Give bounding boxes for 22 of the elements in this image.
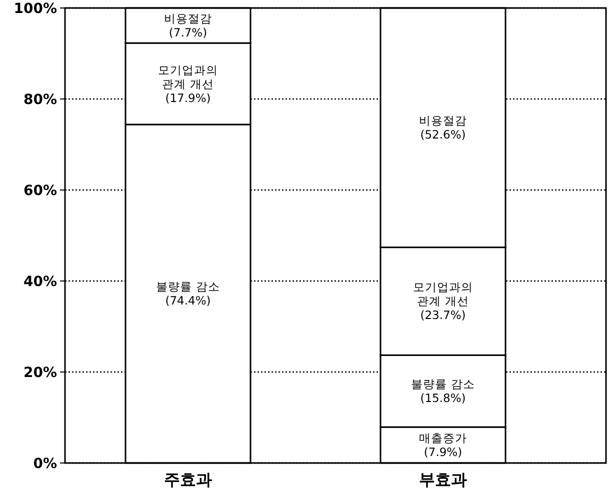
- data-label: (15.8%): [420, 391, 466, 406]
- data-label: (17.9%): [165, 90, 211, 105]
- x-tick-label: 주효과: [164, 470, 212, 489]
- series-label: 비용절감: [164, 12, 212, 26]
- y-tick-label: 40%: [23, 274, 57, 290]
- data-label: (74.4%): [165, 294, 211, 308]
- series-label: 불량률 감소: [411, 377, 475, 392]
- data-label: (7.9%): [424, 445, 462, 460]
- series-label: 모기업과의 관계 개선: [158, 62, 218, 91]
- y-tick-label: 0%: [33, 456, 57, 472]
- text: 모기업과의 관계 개선: [413, 280, 473, 308]
- x-tick-label: 부효과: [419, 470, 467, 489]
- y-tick-label: 20%: [23, 365, 57, 381]
- series-label: 매출증가: [419, 431, 467, 446]
- data-label: (7.7%): [168, 26, 208, 40]
- y-tick-label: 100%: [14, 1, 57, 17]
- y-tick-label: 80%: [23, 92, 57, 108]
- data-label: (52.6%): [420, 128, 466, 142]
- text: 비용절감: [419, 114, 467, 128]
- data-label: (23.7%): [420, 308, 466, 322]
- y-tick-label: 60%: [23, 183, 57, 199]
- text: 불량률 감소: [156, 280, 220, 294]
